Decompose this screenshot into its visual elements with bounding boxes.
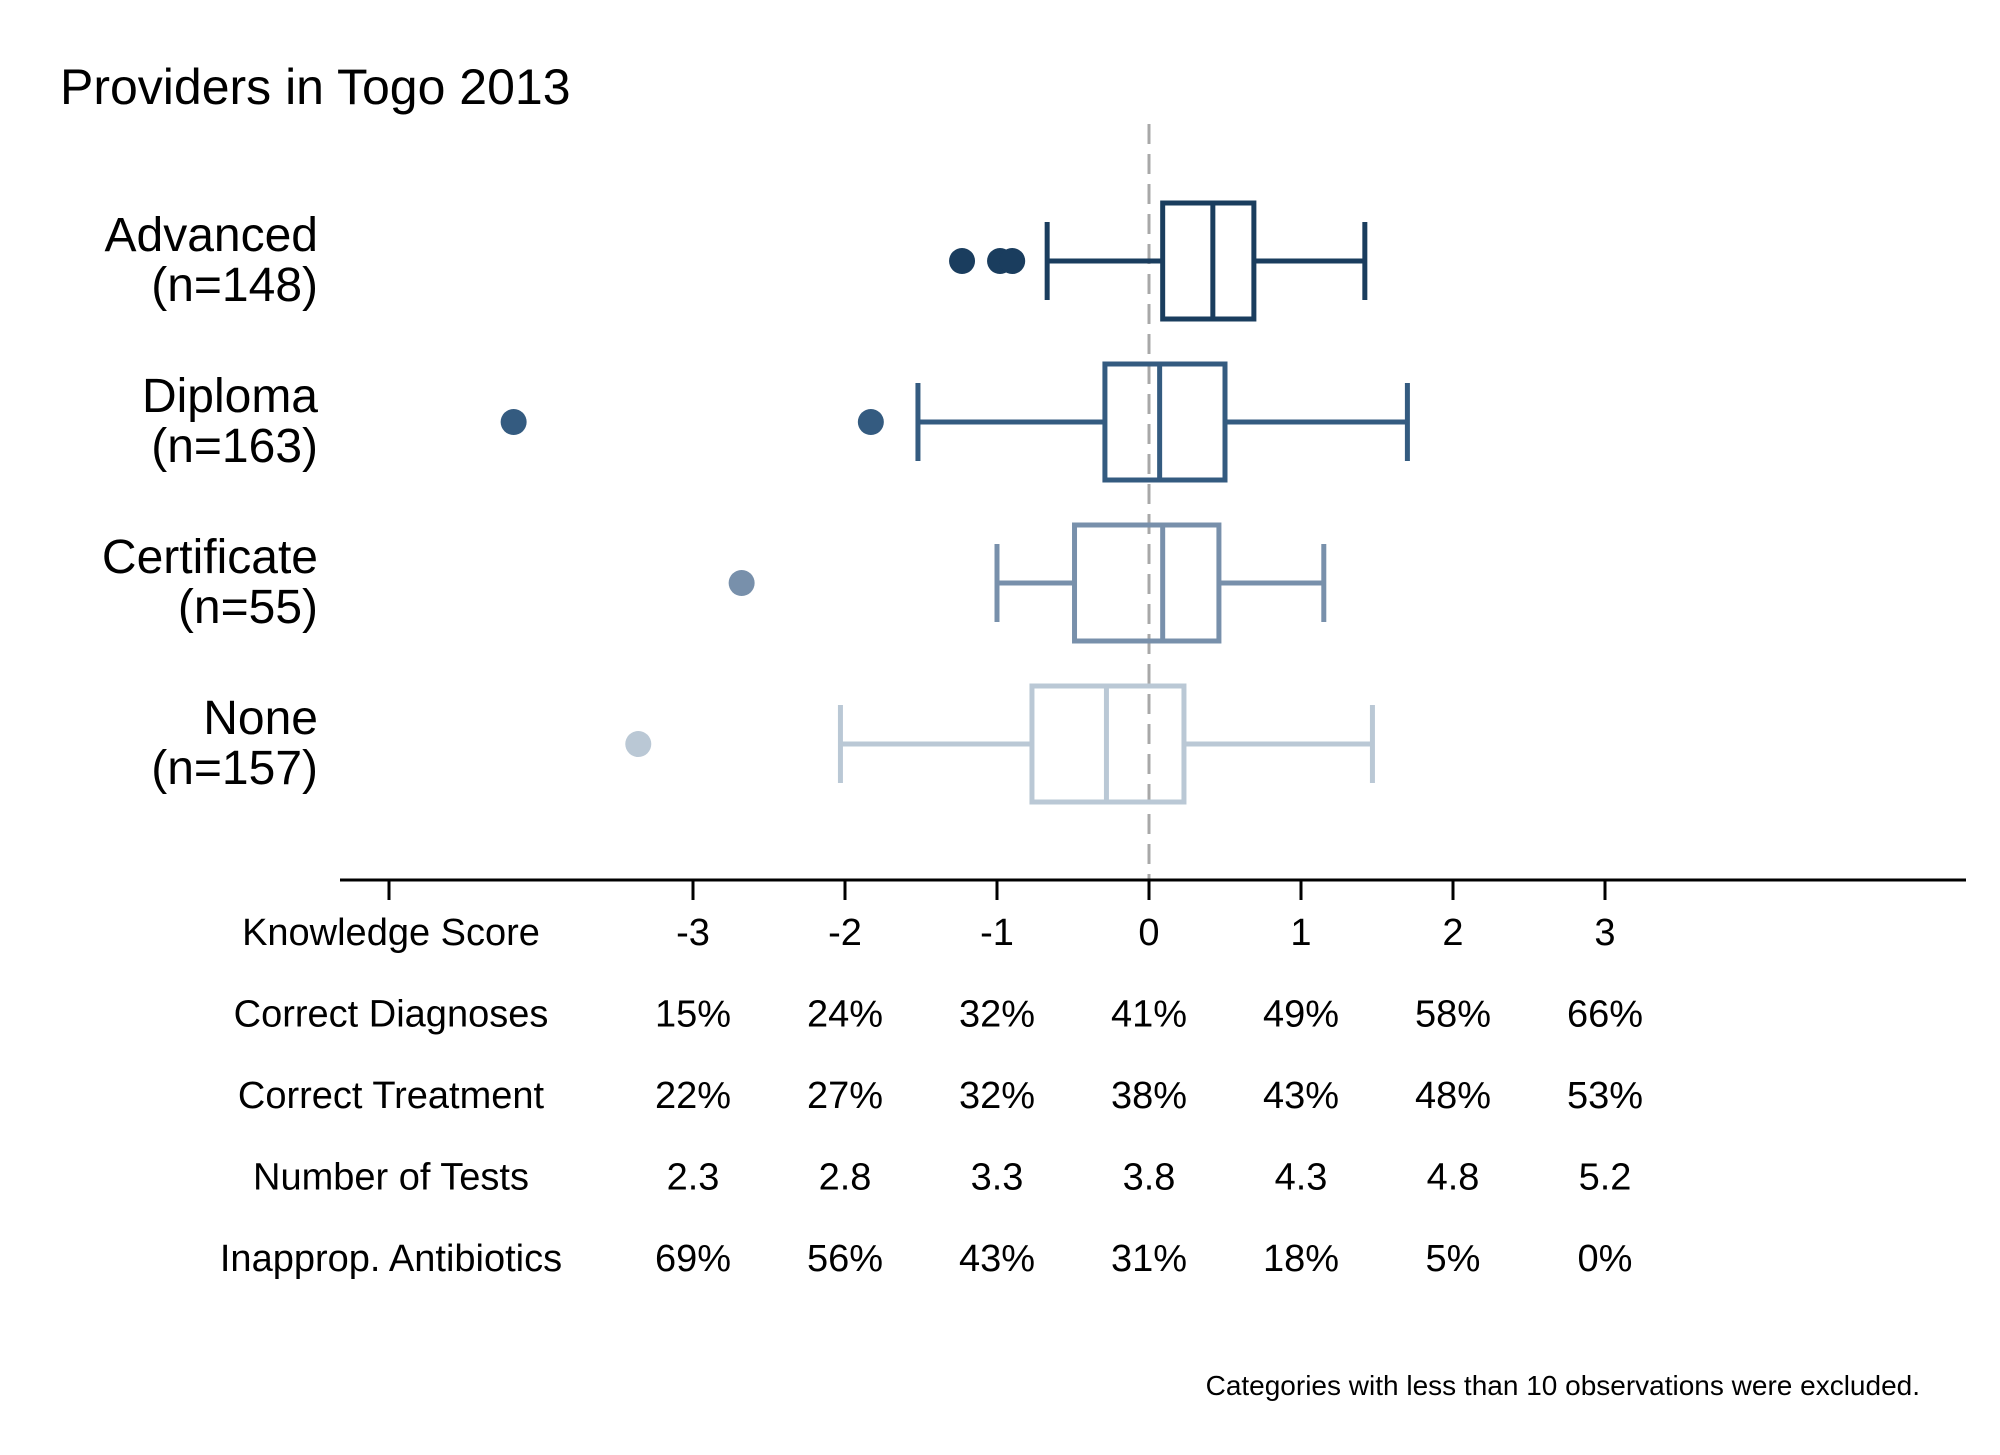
table-row-label-inapprop-antibiotics: Inapprop. Antibiotics — [220, 1238, 562, 1280]
table-cell-knowledge-score-1: -3 — [676, 912, 710, 954]
table-cell-correct-treatment-4: 38% — [1111, 1075, 1187, 1117]
table-cell-knowledge-score-7: 3 — [1594, 912, 1615, 954]
category-n-label-diploma: (n=163) — [151, 420, 318, 473]
outlier-advanced-3 — [999, 248, 1026, 274]
table-row-correct-treatment: Correct Treatment 22% 27% 32% 38% 43% 48% 53% — [238, 1075, 1643, 1117]
table-cell-correct-diagnoses-7: 66% — [1567, 994, 1643, 1036]
table-row-label-knowledge-score: Knowledge Score — [242, 912, 540, 954]
table-cell-correct-diagnoses-6: 58% — [1415, 994, 1491, 1036]
box-diploma — [500, 361, 1410, 483]
table-cell-inapprop-antibiotics-7: 0% — [1578, 1238, 1633, 1280]
table-cell-number-of-tests-6: 4.8 — [1427, 1157, 1480, 1199]
table-row-label-correct-treatment: Correct Treatment — [238, 1075, 545, 1117]
table-cell-number-of-tests-4: 3.8 — [1123, 1157, 1176, 1199]
table-row-knowledge-score: Knowledge Score -3 -2 -1 0 1 2 3 — [242, 912, 1616, 954]
outlier-diploma-2 — [857, 409, 884, 435]
table-cell-number-of-tests-2: 2.8 — [819, 1157, 872, 1199]
box-certificate — [728, 522, 1327, 644]
outlier-none-1 — [625, 731, 652, 757]
table-cell-correct-diagnoses-3: 32% — [959, 994, 1035, 1036]
box-none — [625, 683, 1375, 805]
iqr-box-diploma — [1102, 361, 1228, 483]
table-cell-inapprop-antibiotics-1: 69% — [655, 1238, 731, 1280]
table-row-number-of-tests: Number of Tests 2.3 2.8 3.3 3.8 4.3 4.8 5.2 — [253, 1157, 1631, 1199]
category-label-certificate: Certificate — [102, 531, 318, 584]
outlier-advanced-1 — [949, 248, 976, 274]
boxes-layer — [500, 200, 1410, 805]
category-n-label-advanced: (n=148) — [151, 259, 318, 312]
table-cell-number-of-tests-1: 2.3 — [667, 1157, 720, 1199]
chart-note: Categories with less than 10 observation… — [1206, 1370, 1920, 1401]
table-cell-inapprop-antibiotics-2: 56% — [807, 1238, 883, 1280]
conversion-table: Knowledge Score -3 -2 -1 0 1 2 3 Correct Diagnos… — [220, 912, 1643, 1280]
table-cell-correct-diagnoses-2: 24% — [807, 994, 883, 1036]
table-cell-knowledge-score-2: -2 — [828, 912, 862, 954]
table-cell-number-of-tests-7: 5.2 — [1579, 1157, 1632, 1199]
table-cell-number-of-tests-3: 3.3 — [971, 1157, 1024, 1199]
table-cell-correct-treatment-5: 43% — [1263, 1075, 1339, 1117]
table-cell-knowledge-score-6: 2 — [1442, 912, 1463, 954]
table-cell-correct-treatment-3: 32% — [959, 1075, 1035, 1117]
table-cell-inapprop-antibiotics-3: 43% — [959, 1238, 1035, 1280]
category-label-none: None — [203, 692, 318, 745]
table-cell-correct-diagnoses-1: 15% — [655, 994, 731, 1036]
table-cell-inapprop-antibiotics-4: 31% — [1111, 1238, 1187, 1280]
category-label-advanced: Advanced — [105, 209, 319, 262]
table-cell-correct-treatment-2: 27% — [807, 1075, 883, 1117]
table-cell-knowledge-score-5: 1 — [1290, 912, 1311, 954]
table-cell-correct-diagnoses-4: 41% — [1111, 994, 1187, 1036]
table-cell-correct-diagnoses-5: 49% — [1263, 994, 1339, 1036]
table-cell-correct-treatment-6: 48% — [1415, 1075, 1491, 1117]
category-label-diploma: Diploma — [142, 370, 318, 423]
table-cell-correct-treatment-7: 53% — [1567, 1075, 1643, 1117]
outlier-diploma-1 — [500, 409, 527, 435]
table-cell-number-of-tests-5: 4.3 — [1275, 1157, 1328, 1199]
table-row-label-number-of-tests: Number of Tests — [253, 1157, 529, 1199]
category-n-label-certificate: (n=55) — [178, 581, 318, 634]
table-cell-inapprop-antibiotics-5: 18% — [1263, 1238, 1339, 1280]
table-cell-inapprop-antibiotics-6: 5% — [1426, 1238, 1481, 1280]
iqr-box-certificate — [1072, 522, 1222, 644]
table-cell-knowledge-score-4: 0 — [1138, 912, 1159, 954]
x-axis — [340, 878, 1966, 900]
category-n-label-none: (n=157) — [151, 742, 318, 795]
iqr-box-advanced — [1160, 200, 1257, 322]
outlier-certificate-1 — [728, 570, 755, 596]
box-advanced — [949, 200, 1368, 322]
table-cell-knowledge-score-3: -1 — [980, 912, 1014, 954]
table-row-label-correct-diagnoses: Correct Diagnoses — [234, 994, 549, 1036]
category-labels-layer: Advanced(n=148) Diploma(n=163) Certificate… — [102, 209, 318, 795]
table-cell-correct-treatment-1: 22% — [655, 1075, 731, 1117]
chart-title: Providers in Togo 2013 — [60, 59, 571, 115]
table-row-inapprop-antibiotics: Inapprop. Antibiotics 69% 56% 43% 31% 18% 5% 0% — [220, 1238, 1633, 1280]
table-row-correct-diagnoses: Correct Diagnoses 15% 24% 32% 41% 49% 58% 66% — [234, 994, 1643, 1036]
